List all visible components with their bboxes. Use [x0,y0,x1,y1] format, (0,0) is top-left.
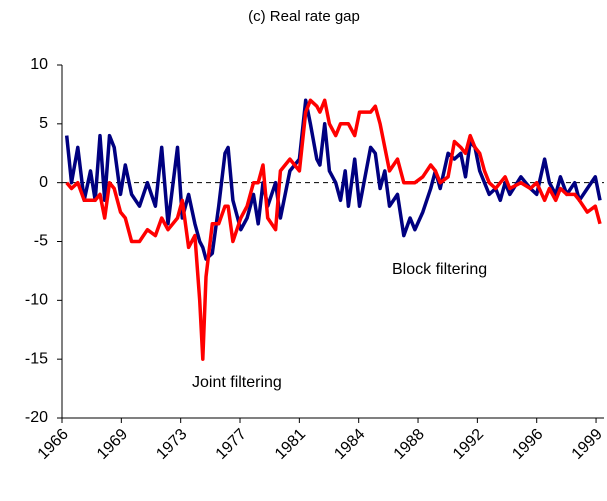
y-tick-label: -20 [25,409,48,426]
y-tick-label: 0 [39,174,48,191]
x-tick-label: 1988 [391,426,428,463]
series-line [64,98,602,261]
y-tick-label: 10 [30,56,48,73]
y-tick-label: 5 [39,115,48,132]
x-tick-label: 1999 [569,426,606,463]
x-tick-label: 1973 [153,426,190,463]
x-tick-label: 1984 [331,426,368,463]
x-tick-label: 1977 [213,426,250,463]
x-tick-label: 1966 [35,426,72,463]
x-tick-label: 1992 [450,426,487,463]
annotation: Block filtering [392,261,487,278]
x-tick-label: 1969 [94,426,131,463]
y-tick-label: -15 [25,350,48,367]
x-tick-label: 1981 [272,426,309,463]
y-tick-label: -5 [34,233,48,250]
series-line [65,98,602,361]
chart-title: (c) Real rate gap [248,8,360,25]
y-tick-label: -10 [25,292,48,309]
annotation: Joint filtering [192,374,282,391]
x-tick-label: 1996 [509,426,546,463]
